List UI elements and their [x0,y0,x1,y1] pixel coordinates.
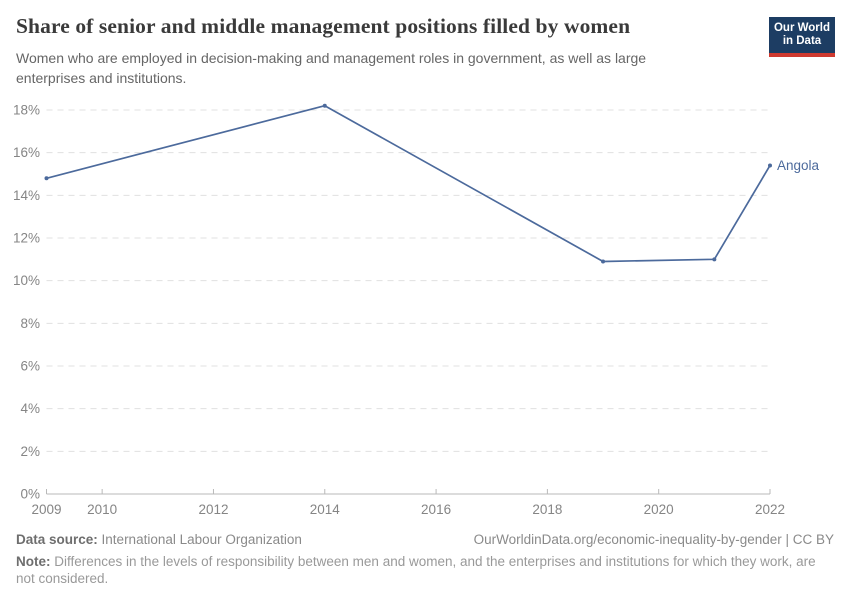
note-text: Differences in the levels of responsibil… [16,554,816,586]
x-tick-label: 2009 [31,502,61,517]
data-point [601,259,606,264]
y-tick-label: 2% [20,444,40,459]
owid-logo-line2: in Data [782,35,822,47]
attribution-link[interactable]: OurWorldinData.org/economic-inequality-b… [473,532,834,547]
data-point [712,257,717,262]
y-tick-label: 12% [13,231,40,246]
data-source: Data source: International Labour Organi… [16,531,302,549]
y-tick-label: 16% [13,145,40,160]
x-tick-label: 2020 [644,502,674,517]
x-tick-label: 2018 [532,502,562,517]
x-tick-label: 2022 [755,502,785,517]
data-point [322,103,327,108]
chart-subtitle: Women who are employed in decision-makin… [16,50,647,86]
entity-label[interactable]: Angola [777,158,820,173]
data-source-value: International Labour Organization [101,532,302,547]
y-tick-label: 14% [13,188,40,203]
note-label: Note: [16,554,51,569]
x-tick-label: 2016 [421,502,451,517]
line-chart: 0% 2% 4% 6% 8% 10% 12% 14% 16% 18% 2009 2010 2012 201… [13,103,820,518]
x-tick-label: 2014 [310,502,341,517]
y-tick-label: 18% [13,103,40,118]
y-tick-label: 8% [20,316,40,331]
owid-logo-line1: Our World [773,22,830,34]
data-line[interactable] [46,104,771,263]
data-source-label: Data source: [16,532,98,547]
owid-logo[interactable]: Our World in Data [769,17,835,57]
chart-note: Note: Differences in the levels of respo… [16,553,834,587]
data-point [44,176,49,181]
x-tick-label: 2010 [87,502,117,517]
data-point [768,163,772,168]
chart-footer: Data source: International Labour Organi… [16,531,834,587]
x-tick-label: 2012 [198,502,228,517]
y-tick-label: 4% [20,401,40,416]
chart-title: Share of senior and middle management po… [16,14,631,38]
y-tick-label: 0% [20,487,40,502]
y-tick-label: 10% [13,273,40,288]
y-tick-label: 6% [20,359,40,374]
